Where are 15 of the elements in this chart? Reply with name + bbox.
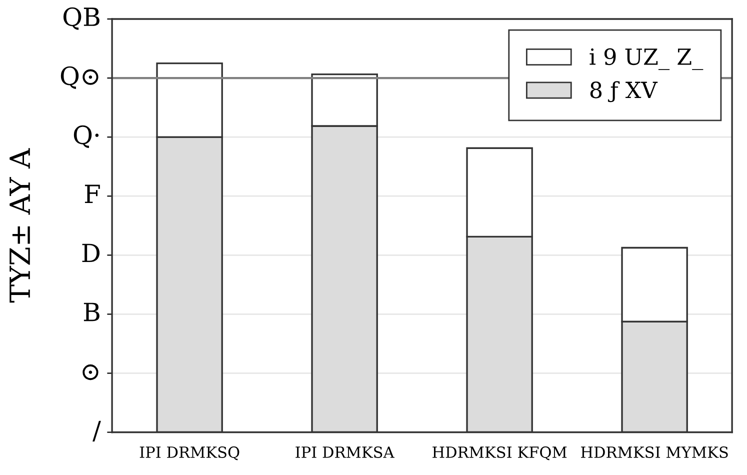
text: D — [82, 244, 100, 262]
text: Q⊙ — [60, 66, 98, 89]
x-tick-label: IPI DRMKSA — [296, 446, 394, 458]
text: Q· — [74, 125, 99, 148]
text: QB — [63, 7, 100, 30]
x-tick-label: HDRMKSI KFQM — [432, 446, 567, 460]
legend-label: i 9 UZ_ Z_ — [590, 48, 704, 70]
x-tick-label: IPI DRMKSQ — [140, 446, 240, 460]
text: / — [92, 420, 101, 442]
x-tick-label: HDRMKSI MYMKS — [581, 446, 728, 458]
text: F — [84, 184, 100, 204]
text: B — [84, 302, 100, 322]
legend-label: 8 ƒ XV — [590, 81, 658, 102]
text: ⊙ — [82, 364, 98, 380]
y-axis-title: TYZ± AY A — [10, 148, 30, 303]
